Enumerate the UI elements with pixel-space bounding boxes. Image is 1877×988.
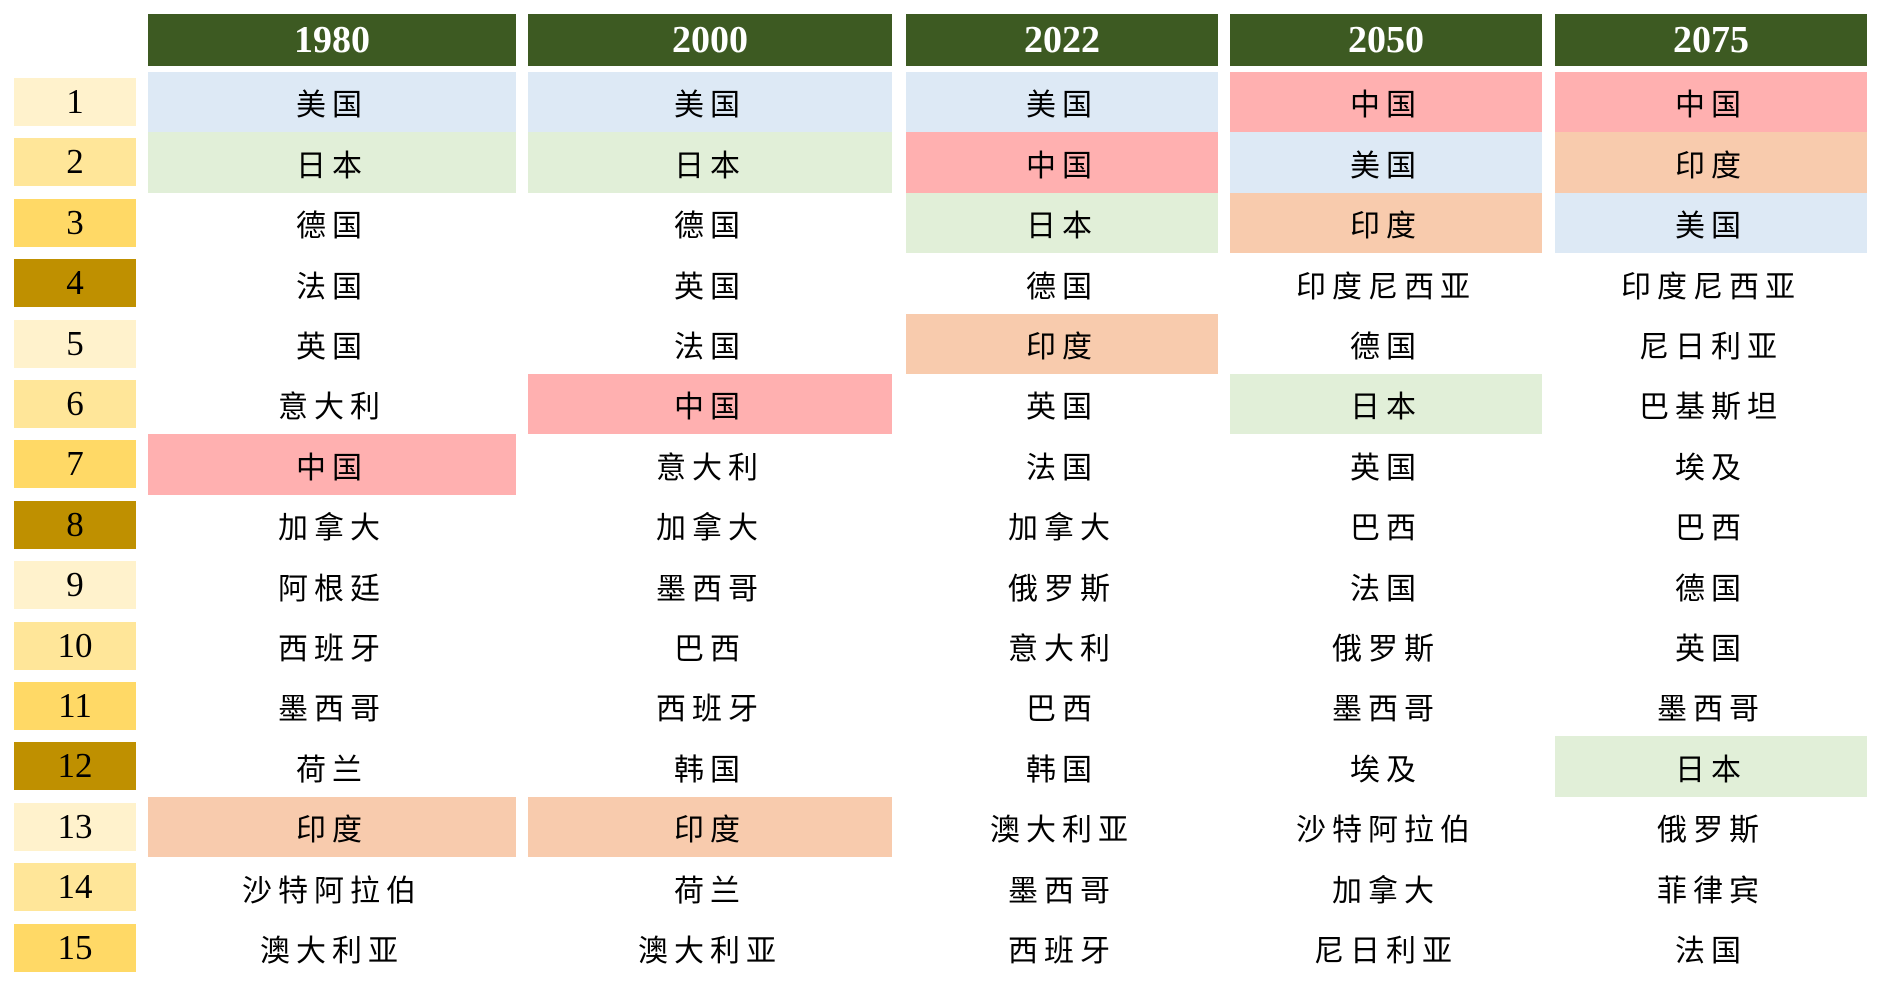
country-cell-2050-13: 沙特阿拉伯 [1296, 813, 1476, 848]
country-cell-2000-14: 荷兰 [674, 873, 746, 909]
country-cell-1980-12: 荷兰 [296, 752, 368, 788]
country-cell-2075-8: 巴西 [1675, 511, 1747, 546]
country-cell-2050-5: 德国 [1350, 330, 1422, 365]
rank-cell-13: 13 [14, 802, 136, 851]
country-cell-2075-3: 美国 [1555, 193, 1867, 253]
country-cell-1980-13: 印度 [148, 797, 516, 857]
country-cell-2075-1: 中国 [1555, 72, 1867, 132]
country-cell-2000-9: 墨西哥 [656, 571, 764, 607]
country-cell-2000-10: 巴西 [674, 632, 746, 667]
country-cell-1980-14: 沙特阿拉伯 [242, 873, 422, 909]
rank-cell-9: 9 [14, 561, 136, 610]
country-cell-2000-11: 西班牙 [656, 692, 764, 727]
country-cell-2022-7: 法国 [1026, 450, 1098, 486]
country-cell-2000-6: 中国 [528, 374, 892, 434]
country-cell-2000-4: 英国 [674, 269, 746, 305]
country-cell-1980-8: 加拿大 [278, 511, 386, 546]
country-cell-2075-13: 俄罗斯 [1657, 813, 1765, 848]
rank-cell-2: 2 [14, 138, 136, 187]
country-cell-2000-1: 美国 [528, 72, 892, 132]
rank-cell-7: 7 [14, 440, 136, 489]
rank-cell-12: 12 [14, 742, 136, 791]
column-header-2075: 2075 [1555, 14, 1867, 66]
country-cell-2050-11: 墨西哥 [1332, 692, 1440, 727]
column-header-1980: 1980 [148, 14, 516, 66]
country-cell-2022-10: 意大利 [1008, 632, 1116, 667]
country-cell-2022-15: 西班牙 [1008, 934, 1116, 969]
country-cell-2050-3: 印度 [1230, 193, 1542, 253]
country-cell-2050-14: 加拿大 [1332, 873, 1440, 909]
country-cell-2022-9: 俄罗斯 [1008, 571, 1116, 607]
country-cell-2050-15: 尼日利亚 [1314, 934, 1458, 969]
country-cell-2075-7: 埃及 [1675, 450, 1747, 486]
country-cell-2075-14: 菲律宾 [1657, 873, 1765, 909]
rank-cell-3: 3 [14, 198, 136, 247]
rank-cell-10: 10 [14, 621, 136, 670]
country-cell-2022-2: 中国 [906, 132, 1218, 193]
country-cell-1980-1: 美国 [148, 72, 516, 132]
country-cell-2075-10: 英国 [1675, 632, 1747, 667]
country-cell-2022-14: 墨西哥 [1008, 873, 1116, 909]
country-cell-2075-6: 巴基斯坦 [1639, 390, 1783, 425]
country-cell-2050-4: 印度尼西亚 [1296, 269, 1476, 305]
column-header-2050: 2050 [1230, 14, 1542, 66]
country-cell-2050-7: 英国 [1350, 450, 1422, 486]
country-cell-2050-6: 日本 [1230, 374, 1542, 434]
country-cell-2050-12: 埃及 [1350, 752, 1422, 788]
rank-cell-11: 11 [14, 682, 136, 730]
country-cell-1980-15: 澳大利亚 [260, 934, 404, 969]
country-cell-2022-11: 巴西 [1026, 692, 1098, 727]
country-cell-1980-7: 中国 [148, 434, 516, 495]
country-cell-2075-2: 印度 [1555, 132, 1867, 193]
rank-cell-8: 8 [14, 500, 136, 549]
country-cell-1980-4: 法国 [296, 269, 368, 305]
country-cell-2000-2: 日本 [528, 132, 892, 193]
country-cell-1980-9: 阿根廷 [278, 571, 386, 607]
country-cell-2022-12: 韩国 [1026, 752, 1098, 788]
column-header-2022: 2022 [906, 14, 1218, 66]
country-cell-2075-4: 印度尼西亚 [1621, 269, 1801, 305]
country-cell-2050-8: 巴西 [1350, 511, 1422, 546]
country-cell-1980-10: 西班牙 [278, 632, 386, 667]
country-cell-2075-12: 日本 [1555, 736, 1867, 797]
country-cell-1980-5: 英国 [296, 330, 368, 365]
country-cell-2022-3: 日本 [906, 193, 1218, 253]
country-cell-2000-3: 德国 [674, 209, 746, 244]
country-cell-1980-3: 德国 [296, 209, 368, 244]
country-cell-2000-8: 加拿大 [656, 511, 764, 546]
country-cell-2022-1: 美国 [906, 72, 1218, 132]
country-cell-2050-1: 中国 [1230, 72, 1542, 132]
country-cell-2075-11: 墨西哥 [1657, 692, 1765, 727]
country-cell-2000-5: 法国 [674, 330, 746, 365]
country-cell-2075-9: 德国 [1675, 571, 1747, 607]
country-cell-2000-15: 澳大利亚 [638, 934, 782, 969]
country-cell-2050-10: 俄罗斯 [1332, 632, 1440, 667]
country-cell-2022-8: 加拿大 [1008, 511, 1116, 546]
rank-cell-5: 5 [14, 319, 136, 368]
country-cell-2050-9: 法国 [1350, 571, 1422, 607]
column-header-2000: 2000 [528, 14, 892, 66]
country-cell-2022-13: 澳大利亚 [990, 813, 1134, 848]
country-cell-2000-7: 意大利 [656, 450, 764, 486]
rank-cell-1: 1 [14, 78, 136, 126]
country-cell-1980-6: 意大利 [278, 390, 386, 425]
rank-cell-6: 6 [14, 380, 136, 428]
country-cell-1980-2: 日本 [148, 132, 516, 193]
rank-cell-15: 15 [14, 923, 136, 972]
country-cell-2075-5: 尼日利亚 [1639, 330, 1783, 365]
rank-cell-4: 4 [14, 259, 136, 308]
country-cell-2000-12: 韩国 [674, 752, 746, 788]
country-cell-2022-5: 印度 [906, 314, 1218, 374]
country-cell-1980-11: 墨西哥 [278, 692, 386, 727]
country-cell-2022-4: 德国 [1026, 269, 1098, 305]
rank-cell-14: 14 [14, 863, 136, 912]
country-cell-2050-2: 美国 [1230, 132, 1542, 193]
country-cell-2075-15: 法国 [1675, 934, 1747, 969]
country-cell-2000-13: 印度 [528, 797, 892, 857]
country-cell-2022-6: 英国 [1026, 390, 1098, 425]
